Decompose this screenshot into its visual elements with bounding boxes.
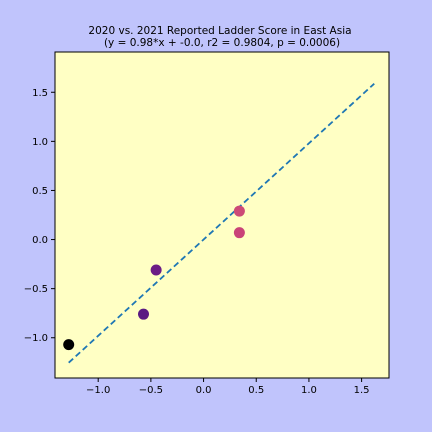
x-tick-label: 0.5 — [248, 385, 264, 396]
data-point — [138, 308, 150, 320]
chart-title: 2020 vs. 2021 Reported Ladder Score in E… — [88, 25, 351, 37]
x-tick-label: 1.0 — [301, 385, 317, 396]
data-point — [150, 264, 162, 276]
y-tick-label: 0.5 — [32, 186, 48, 197]
x-tick-label: −1.0 — [86, 385, 110, 396]
y-tick-label: 1.5 — [32, 88, 48, 99]
data-point — [63, 339, 75, 351]
x-axis: −1.0 −0.5 0.0 0.5 1.0 1.5 — [86, 378, 370, 396]
y-tick-label: 1.0 — [32, 137, 48, 148]
y-tick-label: −1.0 — [24, 333, 48, 344]
x-tick-label: 1.5 — [354, 385, 370, 396]
data-point — [233, 205, 245, 217]
data-point — [233, 227, 245, 239]
x-tick-label: 0.0 — [196, 385, 212, 396]
y-axis: −1.0 −0.5 0.0 0.5 1.0 1.5 — [24, 88, 55, 344]
chart-subtitle: (y = 0.98*x + -0.0, r2 = 0.9804, p = 0.0… — [104, 37, 340, 49]
regression-line-group — [68, 82, 375, 364]
regression-line — [68, 82, 375, 364]
x-tick-label: −0.5 — [139, 385, 163, 396]
y-tick-label: 0.0 — [32, 235, 48, 246]
data-points — [63, 205, 245, 351]
y-tick-label: −0.5 — [24, 284, 48, 295]
